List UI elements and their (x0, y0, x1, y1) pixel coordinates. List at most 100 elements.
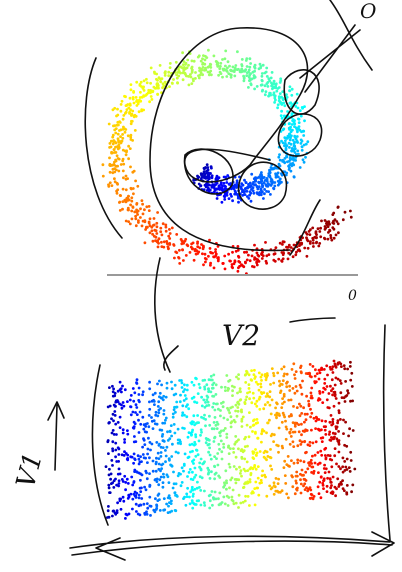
dot (248, 387, 251, 390)
dot (122, 496, 125, 499)
dot (296, 140, 299, 143)
dot (213, 477, 216, 480)
dot (158, 463, 161, 466)
dot (130, 476, 133, 479)
dot (314, 462, 317, 465)
dot (143, 486, 146, 489)
dot (185, 504, 188, 507)
dot (222, 401, 225, 404)
dot (205, 404, 208, 407)
dot (127, 145, 130, 148)
dot (285, 463, 288, 466)
dot (160, 384, 163, 387)
dot (208, 378, 211, 381)
dot (306, 467, 309, 470)
dot (265, 495, 268, 498)
dot (203, 388, 206, 391)
dot (268, 94, 271, 97)
dot (108, 157, 111, 160)
dot (146, 461, 149, 464)
dot (298, 125, 301, 128)
dot (317, 227, 320, 230)
dot (331, 221, 334, 224)
dot (265, 71, 268, 74)
dot (203, 504, 206, 507)
dot (148, 100, 151, 103)
dot (281, 159, 284, 162)
dot (266, 392, 269, 395)
dot (130, 188, 133, 191)
dot (262, 64, 265, 67)
dot (249, 468, 252, 471)
dot (300, 139, 303, 142)
dot (148, 472, 151, 475)
dot (287, 165, 290, 168)
dot (250, 200, 253, 203)
dot (168, 481, 171, 484)
dot (353, 468, 356, 471)
dot (285, 93, 288, 96)
dot (215, 188, 218, 191)
dot (277, 482, 280, 485)
dot (250, 173, 253, 176)
dot (303, 460, 306, 463)
dot (264, 84, 267, 87)
dot (201, 463, 204, 466)
dot (298, 244, 301, 247)
dot (134, 217, 137, 220)
dot (321, 368, 324, 371)
dot (341, 465, 344, 468)
dot (222, 446, 225, 449)
dot (163, 240, 166, 243)
dot (229, 466, 232, 469)
dot (181, 404, 184, 407)
dot (129, 204, 132, 207)
dot (271, 71, 274, 74)
dot (149, 441, 152, 444)
dot (345, 491, 348, 494)
dot (350, 490, 353, 493)
dot (194, 377, 197, 380)
dot (139, 461, 142, 464)
dot (126, 198, 129, 201)
dot (273, 374, 276, 377)
dot (122, 170, 125, 173)
dot (260, 178, 263, 181)
dot (331, 394, 334, 397)
dot (338, 451, 341, 454)
dot (194, 467, 197, 470)
dot (133, 115, 136, 118)
dot (160, 464, 163, 467)
dot (296, 130, 299, 133)
dot (250, 83, 253, 86)
dot (252, 189, 255, 192)
dot (183, 383, 186, 386)
handwritten-label: 0 (348, 288, 357, 304)
dot (120, 391, 123, 394)
dot (213, 184, 216, 187)
dot (189, 251, 192, 254)
dot (118, 201, 121, 204)
dot (154, 497, 157, 500)
dot (186, 384, 189, 387)
dot (260, 386, 263, 389)
dot (267, 81, 270, 84)
dot (146, 226, 149, 229)
dot (119, 381, 122, 384)
dot (320, 428, 323, 431)
dot (159, 230, 162, 233)
dot (213, 465, 216, 468)
dot (269, 390, 272, 393)
dot (330, 414, 333, 417)
dot (141, 446, 144, 449)
dot (178, 249, 181, 252)
dot (244, 187, 247, 190)
dot (200, 416, 203, 419)
dot (162, 395, 165, 398)
dot (257, 477, 260, 480)
dot (282, 257, 285, 260)
dot (278, 86, 281, 89)
dot (318, 369, 321, 372)
dot (174, 432, 177, 435)
dot (229, 193, 232, 196)
